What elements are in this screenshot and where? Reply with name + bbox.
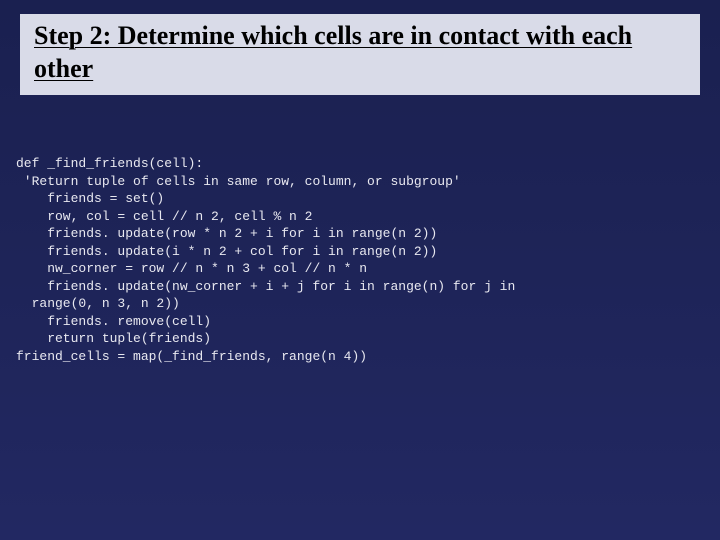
code-line: friends. update(nw_corner + i + j for i … [16, 279, 515, 294]
code-line: range(0, n 3, n 2)) [16, 296, 180, 311]
code-line: friends = set() [16, 191, 164, 206]
code-line: 'Return tuple of cells in same row, colu… [16, 174, 461, 189]
title-bar: Step 2: Determine which cells are in con… [20, 14, 700, 95]
code-line: nw_corner = row // n * n 3 + col // n * … [16, 261, 367, 276]
code-block: def _find_friends(cell): 'Return tuple o… [16, 155, 704, 366]
code-line: friends. remove(cell) [16, 314, 211, 329]
code-line: friend_cells = map(_find_friends, range(… [16, 349, 367, 364]
code-line: friends. update(i * n 2 + col for i in r… [16, 244, 437, 259]
code-line: friends. update(row * n 2 + i for i in r… [16, 226, 437, 241]
slide-title: Step 2: Determine which cells are in con… [34, 20, 686, 85]
code-line: row, col = cell // n 2, cell % n 2 [16, 209, 312, 224]
code-line: def _find_friends(cell): [16, 156, 203, 171]
code-line: return tuple(friends) [16, 331, 211, 346]
